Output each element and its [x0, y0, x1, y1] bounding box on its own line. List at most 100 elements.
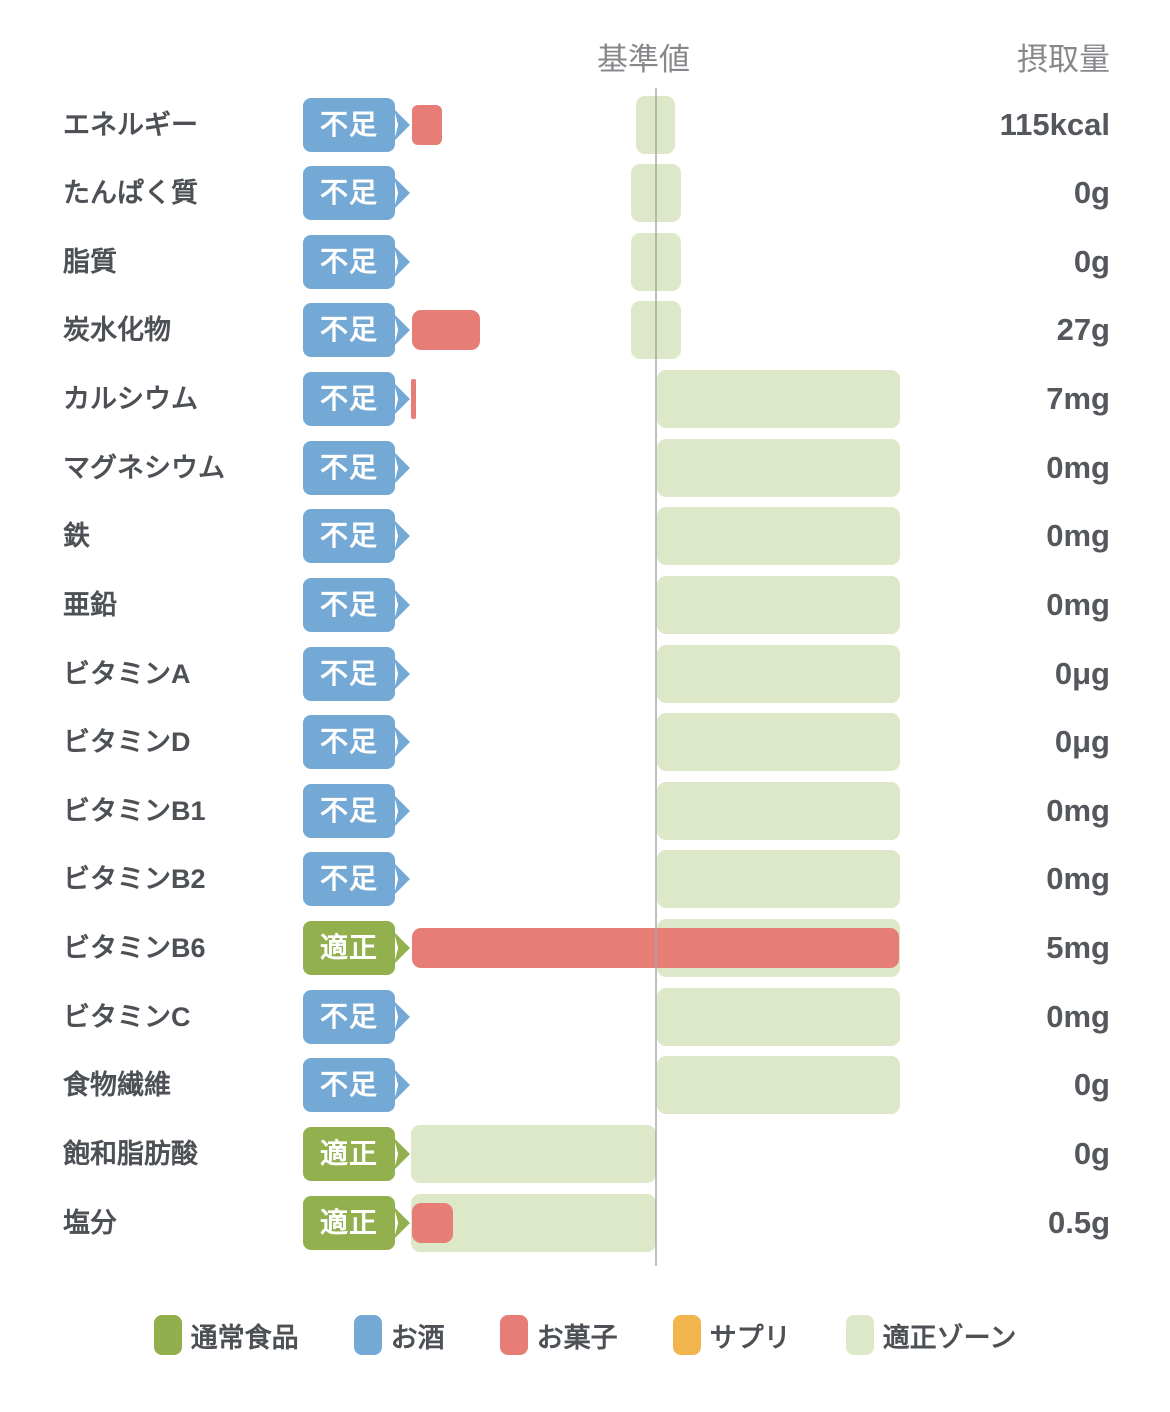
legend-item: サプリ: [672, 1315, 791, 1355]
status-badge-label: 不足: [319, 1001, 378, 1032]
status-badge-tail-icon: [394, 520, 410, 552]
status-badge-tail-icon: [394, 177, 410, 209]
legend: 通常食品 お酒 お菓子 サプリ 適正ゾーン: [0, 1312, 1170, 1358]
nutrient-row: 鉄 不足 0mg: [0, 507, 1170, 565]
intake-value: 0g: [1073, 1136, 1110, 1171]
status-badge: 不足: [303, 441, 395, 495]
legend-label: サプリ: [709, 1322, 791, 1353]
status-badge: 不足: [303, 166, 395, 220]
status-badge-tail-icon: [394, 383, 410, 415]
status-badge-tail-icon: [394, 863, 410, 895]
nutrient-row: ビタミンA 不足 0μg: [0, 645, 1170, 703]
status-badge: 適正: [303, 1127, 395, 1181]
intake-value: 0g: [1073, 244, 1110, 279]
status-badge-label: 不足: [319, 109, 378, 140]
status-badge: 不足: [303, 303, 395, 357]
appropriate-zone-bar: [657, 645, 900, 703]
nutrient-row: たんぱく質 不足 0g: [0, 164, 1170, 222]
nutrient-label: ビタミンB6: [63, 933, 206, 963]
status-badge: 不足: [303, 98, 395, 152]
nutrient-label: 飽和脂肪酸: [63, 1139, 198, 1169]
nutrient-label: ビタミンC: [63, 1002, 191, 1032]
status-badge-label: 不足: [319, 658, 378, 689]
status-badge-label: 不足: [319, 177, 378, 208]
status-badge-label: 適正: [319, 1138, 378, 1169]
status-badge: 適正: [303, 1196, 395, 1250]
appropriate-zone-bar: [657, 850, 900, 908]
status-badge: 不足: [303, 852, 395, 906]
nutrient-label: ビタミンD: [63, 727, 191, 757]
legend-label: お菓子: [536, 1322, 618, 1353]
nutrient-label: 食物繊維: [63, 1070, 171, 1100]
status-badge-label: 不足: [319, 589, 378, 620]
legend-label: 通常食品: [190, 1322, 299, 1353]
nutrient-row: ビタミンD 不足 0μg: [0, 713, 1170, 771]
status-badge: 適正: [303, 921, 395, 975]
legend-swatch-icon: [153, 1315, 182, 1355]
nutrient-row: 脂質 不足 0g: [0, 233, 1170, 291]
nutrient-label: エネルギー: [63, 110, 198, 140]
status-badge-tail-icon: [394, 1001, 410, 1033]
status-badge-tail-icon: [394, 589, 410, 621]
intake-value: 0μg: [1054, 656, 1110, 691]
status-badge-label: 適正: [319, 1207, 378, 1238]
legend-label: お酒: [390, 1322, 445, 1353]
status-badge-label: 不足: [319, 452, 378, 483]
intake-value: 0g: [1073, 175, 1110, 210]
intake-bar: [411, 379, 416, 419]
nutrient-label: カルシウム: [63, 384, 198, 414]
intake-value: 0mg: [1046, 999, 1110, 1034]
appropriate-zone-bar: [657, 988, 900, 1046]
intake-value: 0.5g: [1047, 1205, 1110, 1240]
nutrient-label: マグネシウム: [63, 453, 225, 483]
status-badge-label: 不足: [319, 246, 378, 277]
nutrient-label: ビタミンB2: [63, 864, 206, 894]
status-badge: 不足: [303, 235, 395, 289]
status-badge-label: 不足: [319, 520, 378, 551]
legend-item: お酒: [353, 1315, 445, 1355]
intake-value: 0μg: [1054, 724, 1110, 759]
intake-value: 115kcal: [999, 107, 1110, 142]
nutrient-row: ビタミンB6 適正 5mg: [0, 919, 1170, 977]
status-badge-tail-icon: [394, 932, 410, 964]
legend-swatch-icon: [845, 1315, 874, 1355]
status-badge-tail-icon: [394, 1207, 410, 1239]
legend-item: 適正ゾーン: [845, 1315, 1017, 1355]
status-badge-label: 不足: [319, 795, 378, 826]
intake-value: 5mg: [1046, 930, 1110, 965]
status-badge-tail-icon: [394, 726, 410, 758]
status-badge: 不足: [303, 715, 395, 769]
standard-value-header: 基準値: [597, 42, 690, 77]
nutrient-row: カルシウム 不足 7mg: [0, 370, 1170, 428]
appropriate-zone-bar: [657, 576, 900, 634]
appropriate-zone-bar: [657, 370, 900, 428]
nutrient-label: ビタミンB1: [63, 796, 206, 826]
status-badge-label: 不足: [319, 863, 378, 894]
nutrient-row: エネルギー 不足 115kcal: [0, 96, 1170, 154]
intake-bar: [412, 105, 442, 145]
status-badge: 不足: [303, 1058, 395, 1112]
appropriate-zone-bar: [657, 1056, 900, 1114]
status-badge-tail-icon: [394, 795, 410, 827]
status-badge: 不足: [303, 647, 395, 701]
nutrient-label: 塩分: [63, 1208, 117, 1238]
status-badge-tail-icon: [394, 452, 410, 484]
status-badge: 不足: [303, 509, 395, 563]
nutrient-row: ビタミンB1 不足 0mg: [0, 782, 1170, 840]
status-badge-label: 不足: [319, 314, 378, 345]
intake-value: 0mg: [1046, 587, 1110, 622]
status-badge: 不足: [303, 372, 395, 426]
intake-value: 0mg: [1046, 450, 1110, 485]
intake-value: 0mg: [1046, 518, 1110, 553]
status-badge-tail-icon: [394, 109, 410, 141]
status-badge-tail-icon: [394, 658, 410, 690]
appropriate-zone-bar: [657, 507, 900, 565]
status-badge-tail-icon: [394, 246, 410, 278]
nutrient-label: ビタミンA: [63, 659, 191, 689]
nutrient-label: たんぱく質: [63, 178, 198, 208]
legend-swatch-icon: [353, 1315, 382, 1355]
legend-label: 適正ゾーン: [882, 1322, 1017, 1353]
status-badge-tail-icon: [394, 314, 410, 346]
